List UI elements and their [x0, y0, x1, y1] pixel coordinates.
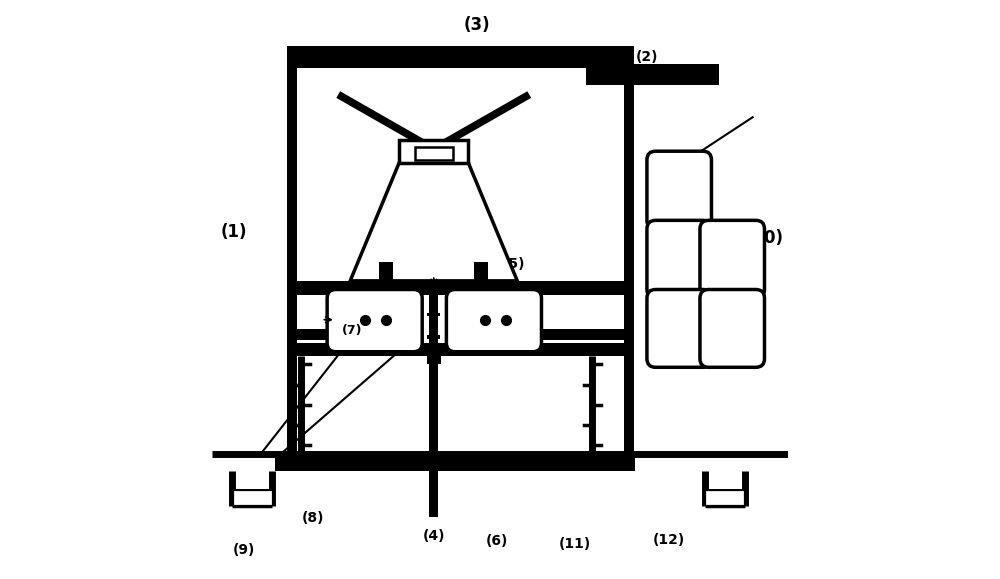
FancyBboxPatch shape [446, 290, 541, 351]
Text: (13): (13) [665, 253, 694, 266]
Bar [474, 262, 488, 282]
FancyBboxPatch shape [700, 221, 764, 298]
Bar [586, 64, 719, 85]
Bar [379, 262, 393, 282]
Bar [707, 492, 742, 503]
FancyBboxPatch shape [647, 221, 711, 298]
Bar [705, 489, 745, 505]
Bar [429, 292, 438, 349]
Bar [297, 329, 336, 340]
Text: (2): (2) [635, 50, 658, 64]
FancyBboxPatch shape [327, 290, 422, 351]
Bar [429, 292, 438, 349]
Text: (3): (3) [464, 16, 490, 34]
Text: (1): (1) [221, 223, 247, 241]
Bar [427, 335, 440, 339]
Bar [624, 46, 634, 471]
Bar [533, 329, 624, 340]
Text: (8): (8) [301, 511, 324, 525]
Bar [415, 147, 453, 160]
FancyBboxPatch shape [647, 151, 711, 229]
Text: (9): (9) [232, 543, 255, 557]
FancyBboxPatch shape [700, 290, 764, 367]
Text: (7): (7) [342, 324, 362, 338]
Bar [287, 281, 624, 295]
Text: (5): (5) [503, 256, 525, 270]
Text: (4): (4) [422, 529, 445, 543]
Text: (14): (14) [665, 322, 694, 335]
Bar [287, 46, 297, 471]
Text: (12): (12) [653, 533, 685, 547]
Text: (16): (16) [718, 253, 747, 266]
Text: (17): (17) [665, 184, 694, 197]
Text: ρ: ρ [430, 351, 437, 362]
Bar [287, 46, 624, 68]
Bar [427, 351, 441, 364]
Text: (6): (6) [486, 534, 508, 548]
Text: (10): (10) [746, 229, 784, 247]
Bar [275, 454, 635, 471]
Bar [427, 313, 440, 316]
Polygon shape [399, 140, 468, 163]
FancyBboxPatch shape [647, 290, 711, 367]
Polygon shape [350, 163, 517, 281]
Text: (15): (15) [718, 322, 747, 335]
Bar [235, 492, 270, 503]
Bar [287, 343, 624, 356]
Text: (11): (11) [559, 537, 591, 551]
Bar [429, 299, 439, 342]
Bar [429, 356, 438, 517]
Bar [232, 489, 272, 505]
